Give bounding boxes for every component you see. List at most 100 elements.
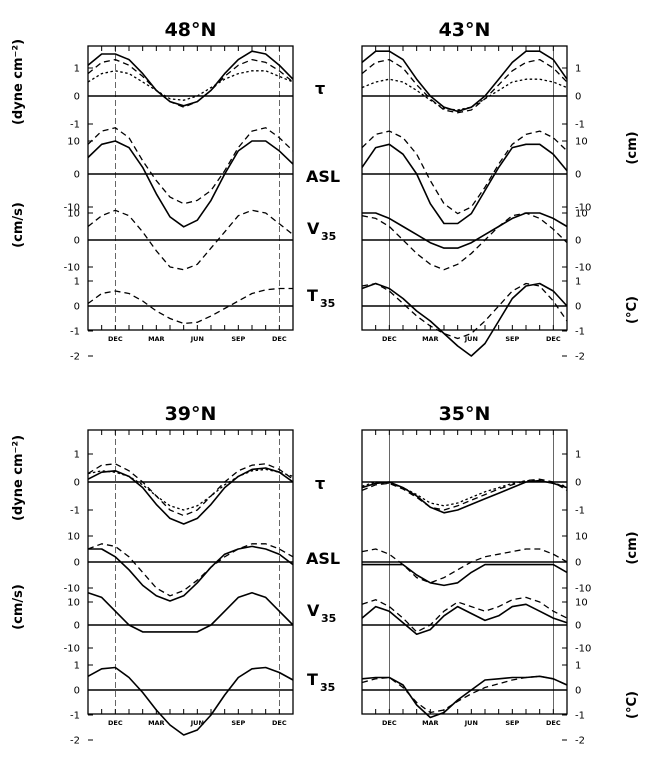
series-line-asl-solid	[361, 143, 568, 225]
y-tick-label: -1	[575, 327, 585, 338]
x-month-label: DEC	[382, 719, 397, 727]
x-month-label: JUN	[190, 335, 204, 343]
y-tick-label: -1	[575, 506, 585, 517]
y-tick-label: 10	[575, 209, 588, 220]
x-month-label: SEP	[231, 719, 245, 727]
series-line-asl-dashed	[87, 127, 294, 205]
y-tick-label: 0	[74, 478, 80, 489]
y-tick-label: -10	[64, 584, 80, 595]
unit-tau-top-left: (dyne cm⁻²)	[11, 39, 26, 125]
y-tick-label: 10	[575, 137, 588, 148]
y-tick-label: 1	[74, 277, 80, 288]
y-tick-label: -1	[575, 711, 585, 722]
series-line-tau-dotted	[87, 468, 294, 511]
unit-asl-bottom-right: (cm)	[625, 531, 640, 564]
x-month-label: SEP	[505, 335, 519, 343]
series-line-asl-solid	[87, 140, 294, 228]
series-line-asl-solid	[88, 545, 294, 602]
x-month-label: JUN	[464, 335, 478, 343]
series-line-tau-solid	[361, 479, 568, 514]
y-tick-label: -1	[70, 120, 80, 131]
label-tau-bottom: τ	[315, 474, 325, 493]
panel-title: 43°N	[439, 19, 491, 41]
y-tick-label: 0	[575, 236, 581, 247]
series-line-tau-dotted	[361, 78, 568, 111]
label-v35-sub-top: 35	[321, 230, 336, 243]
label-t35-sub-top: 35	[320, 297, 335, 310]
y-tick-label: 0	[575, 92, 581, 103]
label-v35-sub-bottom: 35	[321, 612, 336, 625]
panel-title: 48°N	[165, 19, 217, 41]
y-tick-label: 1	[74, 450, 80, 461]
series-line-v-dashed	[361, 212, 568, 271]
panel-title: 39°N	[165, 403, 217, 425]
series-line-tau-solid	[87, 467, 294, 525]
y-tick-label: 0	[575, 621, 581, 632]
series-line-v-solid	[87, 592, 294, 633]
series-line-tau-dashed	[361, 478, 568, 511]
series-line-tau-solid	[87, 50, 294, 107]
plot-frame	[87, 45, 294, 331]
y-tick-label: -10	[575, 203, 591, 214]
series-line-tau-dashed	[87, 58, 294, 108]
plot-frame	[361, 45, 568, 331]
x-month-label: DEC	[382, 335, 397, 343]
y-tick-label: 1	[575, 450, 581, 461]
x-month-label: DEC	[108, 335, 123, 343]
label-t35-sub-bottom: 35	[320, 681, 335, 694]
unit-temp-bottom-right: (°C)	[625, 691, 640, 719]
series-line-tau-solid	[361, 50, 568, 113]
series-line-asl-dashed	[87, 543, 294, 597]
series-line-t-dashed	[87, 287, 293, 325]
y-tick-label: 0	[74, 170, 80, 181]
y-tick-label: 0	[575, 170, 581, 181]
y-tick-label: 10	[575, 532, 588, 543]
series-line-asl-dashed	[361, 130, 568, 215]
series-line-t-dashed	[361, 675, 568, 714]
unit-vel-top-left: (cm/s)	[11, 202, 26, 248]
label-v35-top: V	[307, 219, 320, 238]
y-tick-label: -10	[575, 644, 591, 655]
label-asl-top: ASL	[306, 167, 340, 186]
series-line-t-dashed	[361, 282, 568, 340]
label-asl-bottom: ASL	[306, 549, 340, 568]
y-tick-label: 10	[67, 598, 80, 609]
x-month-label: JUN	[190, 719, 204, 727]
y-tick-label: 0	[74, 686, 80, 697]
y-tick-label: 10	[575, 598, 588, 609]
series-line-v-solid	[362, 212, 568, 249]
x-month-label: JUN	[464, 719, 478, 727]
y-tick-label: -2	[575, 736, 585, 747]
label-v35-bottom: V	[307, 601, 320, 620]
plot-frame	[361, 429, 568, 715]
y-tick-label: -1	[70, 506, 80, 517]
label-tau-top: τ	[315, 79, 325, 98]
series-line-tau-dotted	[361, 479, 568, 507]
x-month-label: DEC	[272, 719, 287, 727]
y-tick-label: 0	[74, 302, 80, 313]
y-tick-label: 10	[67, 532, 80, 543]
y-tick-label: -2	[70, 352, 80, 363]
panel-title: 35°N	[439, 403, 491, 425]
unit-asl-top-right: (cm)	[625, 131, 640, 164]
label-t35-top: T	[307, 286, 318, 305]
series-line-tau-dashed	[87, 463, 294, 517]
y-tick-label: 0	[74, 621, 80, 632]
y-tick-label: -2	[575, 352, 585, 363]
x-month-label: DEC	[108, 719, 123, 727]
unit-vel-bottom-left: (cm/s)	[11, 584, 26, 630]
y-tick-label: 0	[74, 558, 80, 569]
series-line-v-solid	[361, 603, 568, 635]
y-tick-label: -10	[64, 644, 80, 655]
y-tick-label: 1	[575, 277, 581, 288]
x-month-label: MAR	[422, 335, 439, 343]
y-tick-label: 0	[74, 236, 80, 247]
plot-frame	[87, 429, 294, 715]
x-month-label: SEP	[231, 335, 245, 343]
x-month-label: DEC	[546, 719, 561, 727]
y-tick-label: 1	[74, 64, 80, 75]
